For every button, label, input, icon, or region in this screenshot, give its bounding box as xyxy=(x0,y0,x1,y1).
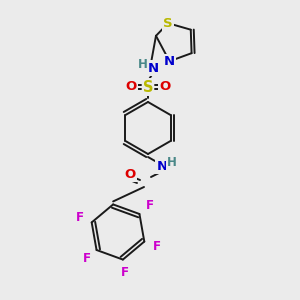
Text: F: F xyxy=(146,199,153,212)
Text: F: F xyxy=(152,239,160,253)
Text: O: O xyxy=(124,167,136,181)
Text: H: H xyxy=(138,58,148,71)
Text: S: S xyxy=(163,17,173,30)
Text: S: S xyxy=(143,80,153,94)
Text: H: H xyxy=(167,157,177,169)
Text: N: N xyxy=(147,61,159,74)
Text: O: O xyxy=(125,80,136,94)
Text: F: F xyxy=(76,212,83,224)
Text: N: N xyxy=(156,160,168,172)
Text: O: O xyxy=(159,80,171,94)
Text: N: N xyxy=(164,55,175,68)
Text: F: F xyxy=(121,266,129,279)
Text: F: F xyxy=(82,252,91,265)
